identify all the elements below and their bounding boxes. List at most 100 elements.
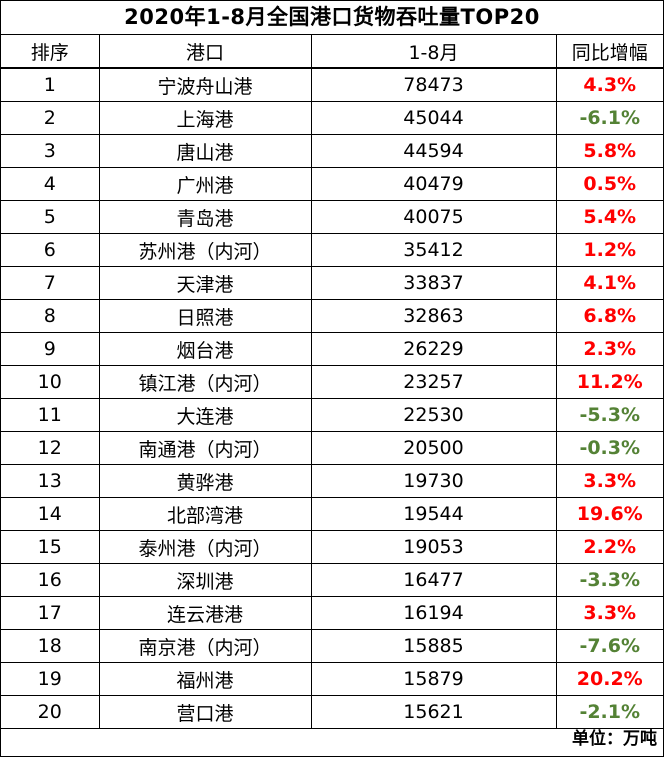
throughput-cell: 45044 [311,101,557,135]
port-name-cell: 唐山港 [99,134,312,168]
port-name-cell: 南京港（内河） [99,629,312,663]
yoy-change-cell: 4.3% [556,68,663,102]
port-name-cell: 天津港 [99,266,312,300]
rank-cell: 8 [1,299,100,333]
table-row: 10 镇江港（内河） 23257 11.2% [1,365,663,399]
header-port: 港口 [99,35,312,69]
port-name-cell: 苏州港（内河） [99,233,312,267]
header-value: 1-8月 [311,35,557,69]
throughput-cell: 26229 [311,332,557,366]
port-name-cell: 日照港 [99,299,312,333]
throughput-cell: 44594 [311,134,557,168]
table-row: 6 苏州港（内河） 35412 1.2% [1,233,663,267]
table-row: 9 烟台港 26229 2.3% [1,332,663,366]
table-row: 3 唐山港 44594 5.8% [1,134,663,168]
yoy-change-cell: 20.2% [556,662,663,696]
rank-cell: 18 [1,629,100,663]
throughput-cell: 19730 [311,464,557,498]
rank-cell: 12 [1,431,100,465]
port-name-cell: 福州港 [99,662,312,696]
port-name-cell: 黄骅港 [99,464,312,498]
throughput-cell: 15621 [311,695,557,729]
table-row: 19 福州港 15879 20.2% [1,662,663,696]
rank-cell: 16 [1,563,100,597]
table-row: 11 大连港 22530 -5.3% [1,398,663,432]
yoy-change-cell: 3.3% [556,464,663,498]
table-row: 5 青岛港 40075 5.4% [1,200,663,234]
throughput-cell: 19544 [311,497,557,531]
rank-cell: 7 [1,266,100,300]
port-name-cell: 营口港 [99,695,312,729]
rank-cell: 9 [1,332,100,366]
table-row: 4 广州港 40479 0.5% [1,167,663,201]
rank-cell: 19 [1,662,100,696]
yoy-change-cell: 3.3% [556,596,663,630]
throughput-cell: 22530 [311,398,557,432]
port-name-cell: 南通港（内河） [99,431,312,465]
port-name-cell: 青岛港 [99,200,312,234]
throughput-cell: 33837 [311,266,557,300]
rank-cell: 10 [1,365,100,399]
table-row: 1 宁波舟山港 78473 4.3% [1,68,663,102]
throughput-cell: 32863 [311,299,557,333]
table-row: 13 黄骅港 19730 3.3% [1,464,663,498]
throughput-cell: 40075 [311,200,557,234]
yoy-change-cell: 2.3% [556,332,663,366]
yoy-change-cell: -5.3% [556,398,663,432]
rank-cell: 2 [1,101,100,135]
yoy-change-cell: 11.2% [556,365,663,399]
throughput-cell: 40479 [311,167,557,201]
table-body: 1 宁波舟山港 78473 4.3% 2 上海港 45044 -6.1% 3 唐山港 44594 5.… [1,68,663,729]
table-row: 7 天津港 33837 4.1% [1,266,663,300]
port-name-cell: 深圳港 [99,563,312,597]
rank-cell: 1 [1,68,100,102]
rank-cell: 4 [1,167,100,201]
table-row: 18 南京港（内河） 15885 -7.6% [1,629,663,663]
yoy-change-cell: 4.1% [556,266,663,300]
unit-note: 单位：万吨 [572,729,657,749]
yoy-change-cell: 19.6% [556,497,663,531]
throughput-cell: 20500 [311,431,557,465]
yoy-change-cell: 5.8% [556,134,663,168]
yoy-change-cell: 0.5% [556,167,663,201]
yoy-change-cell: 5.4% [556,200,663,234]
rank-cell: 11 [1,398,100,432]
port-name-cell: 上海港 [99,101,312,135]
yoy-change-cell: -2.1% [556,695,663,729]
throughput-cell: 15879 [311,662,557,696]
port-name-cell: 连云港港 [99,596,312,630]
port-name-cell: 广州港 [99,167,312,201]
table-row: 14 北部湾港 19544 19.6% [1,497,663,531]
table-row: 2 上海港 45044 -6.1% [1,101,663,135]
port-name-cell: 泰州港（内河） [99,530,312,564]
port-name-cell: 大连港 [99,398,312,432]
rank-cell: 3 [1,134,100,168]
header-change: 同比增幅 [556,35,663,69]
table-row: 8 日照港 32863 6.8% [1,299,663,333]
throughput-cell: 78473 [311,68,557,102]
sheet-title: 2020年1-8月全国港口货物吞吐量TOP20 [1,1,663,35]
table-row: 20 营口港 15621 -2.1% [1,695,663,729]
rank-cell: 14 [1,497,100,531]
throughput-cell: 35412 [311,233,557,267]
rank-cell: 15 [1,530,100,564]
yoy-change-cell: 2.2% [556,530,663,564]
yoy-change-cell: 1.2% [556,233,663,267]
throughput-cell: 15885 [311,629,557,663]
port-name-cell: 镇江港（内河） [99,365,312,399]
rank-cell: 17 [1,596,100,630]
rank-cell: 5 [1,200,100,234]
throughput-cell: 16194 [311,596,557,630]
yoy-change-cell: -6.1% [556,101,663,135]
port-name-cell: 宁波舟山港 [99,68,312,102]
throughput-cell: 19053 [311,530,557,564]
rank-cell: 13 [1,464,100,498]
rank-cell: 20 [1,695,100,729]
rank-cell: 6 [1,233,100,267]
yoy-change-cell: -7.6% [556,629,663,663]
table-row: 17 连云港港 16194 3.3% [1,596,663,630]
yoy-change-cell: -0.3% [556,431,663,465]
port-name-cell: 烟台港 [99,332,312,366]
yoy-change-cell: -3.3% [556,563,663,597]
